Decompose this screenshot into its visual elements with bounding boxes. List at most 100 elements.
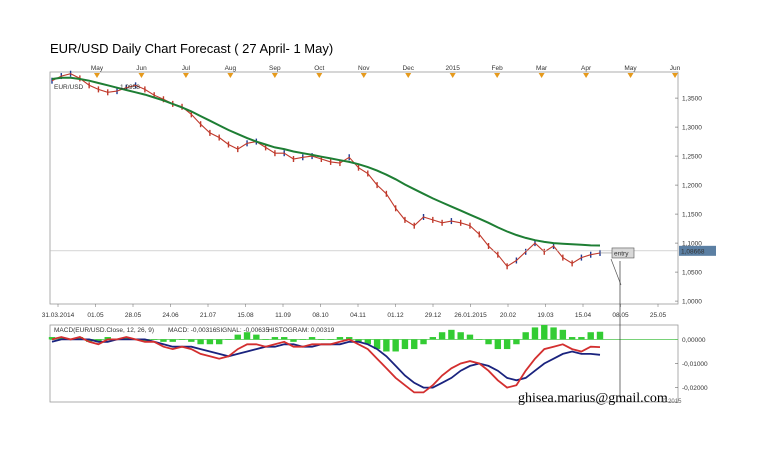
macd-legend-value: MACD: -0,00316: [168, 327, 217, 334]
price-tick-label: 1,1000: [682, 241, 702, 248]
histogram-bar: [318, 339, 325, 340]
month-marker: [538, 73, 545, 78]
month-label: Oct: [314, 65, 324, 72]
month-label: 2015: [445, 65, 460, 72]
histogram-bar: [169, 339, 176, 342]
histogram-bar: [299, 339, 306, 340]
month-label: May: [624, 65, 637, 72]
month-label: Jun: [136, 65, 147, 72]
price-panel-frame: [49, 71, 679, 305]
histogram-bar: [513, 339, 520, 345]
histogram-bar: [578, 337, 585, 340]
current-price-label: 1,08668: [681, 248, 705, 255]
price-legend-label: EUR/USD: [54, 84, 84, 91]
histogram-bar: [568, 337, 576, 340]
price-tick-label: 1,2500: [682, 154, 702, 161]
price-tick-label: 1,3000: [682, 125, 702, 132]
histogram-bar: [58, 337, 65, 340]
moving-average-legend-value: 1,0958: [120, 84, 140, 91]
histogram-bar: [522, 332, 529, 340]
histogram-bar: [234, 334, 241, 340]
date-label: 15.08: [237, 312, 254, 319]
histogram-bar: [95, 339, 102, 342]
price-tick-label: 1,0500: [682, 270, 702, 277]
month-marker: [627, 73, 634, 78]
month-marker: [94, 73, 100, 78]
month-marker: [672, 73, 678, 78]
date-label: 29.12: [425, 312, 442, 319]
histogram-bar: [587, 332, 594, 340]
histogram-bar: [225, 339, 232, 340]
histogram-bar: [420, 339, 427, 345]
month-label: Feb: [492, 65, 504, 72]
month-label: Sep: [269, 65, 281, 72]
macd-tick-label: -0,02000: [682, 385, 708, 392]
histogram-bar: [411, 339, 418, 350]
entry-label: entry: [614, 250, 629, 257]
month-marker: [405, 73, 412, 78]
copyright-text: © 2015: [662, 398, 682, 405]
histogram-bar: [327, 339, 334, 340]
watermark-text: ghisea.marius@gmail.com: [518, 391, 668, 406]
signal-legend-value: SIGNAL: -0,00635: [216, 327, 269, 334]
histogram-bar: [123, 337, 130, 340]
entry-arrow: [610, 258, 622, 286]
month-marker: [227, 73, 234, 78]
macd-tick-label: -0,01000: [682, 361, 708, 368]
current-price-box: [679, 245, 716, 256]
date-label: 21.07: [200, 312, 217, 319]
month-marker: [583, 73, 590, 78]
macd-line: [51, 336, 601, 394]
histogram-bar: [243, 332, 251, 340]
histogram-bar: [494, 339, 502, 350]
histogram-bar: [401, 339, 409, 350]
histogram-bar: [373, 339, 381, 350]
month-label: Mar: [536, 65, 548, 72]
date-label: 19.03: [537, 312, 554, 319]
month-marker: [316, 73, 323, 78]
histogram-bar: [281, 337, 288, 340]
histogram-bar: [85, 339, 93, 342]
histogram-bar: [188, 339, 195, 342]
histogram-bar: [457, 332, 464, 340]
month-marker: [494, 73, 501, 78]
macd-tick-label: 0,00000: [682, 337, 706, 344]
month-marker: [449, 73, 456, 78]
date-label: 04.11: [350, 312, 366, 319]
month-label: Nov: [358, 65, 370, 72]
histogram-bar: [178, 339, 186, 340]
date-label: 28.05: [125, 312, 142, 319]
date-label: 25.05: [650, 312, 667, 319]
histogram-bar: [476, 339, 483, 340]
date-label: 08.05: [612, 312, 629, 319]
macd-legend-label: MACD(EUR/USD.Close, 12, 26, 9): [54, 327, 154, 334]
histogram-bar: [150, 339, 158, 340]
histogram-bar: [550, 327, 557, 340]
date-label: 26.01.2015: [454, 312, 487, 319]
histogram-bar: [448, 329, 455, 340]
price-tick-label: 1,0000: [682, 299, 702, 306]
month-marker: [271, 73, 278, 78]
histogram-bar: [364, 339, 371, 345]
date-label: 01.12: [387, 312, 404, 319]
month-label: Jun: [670, 65, 681, 72]
histogram-bar: [383, 339, 390, 352]
date-label: 20.02: [500, 312, 517, 319]
month-label: Aug: [225, 65, 237, 72]
month-marker: [138, 73, 145, 78]
histogram-bar: [355, 339, 362, 342]
histogram-bar: [429, 337, 437, 340]
histogram-bar: [215, 339, 223, 345]
histogram-bar: [485, 339, 492, 345]
moving-average-line: [51, 76, 601, 247]
histogram-bar: [596, 331, 604, 340]
histogram-bar: [104, 337, 111, 340]
histogram-bar: [503, 339, 511, 350]
month-label: May: [91, 65, 104, 72]
histogram-bar: [48, 337, 56, 340]
month-label: Apr: [581, 65, 592, 72]
date-label: 11.09: [275, 312, 291, 319]
histogram-bar: [559, 329, 567, 340]
histogram-bar: [336, 337, 344, 340]
